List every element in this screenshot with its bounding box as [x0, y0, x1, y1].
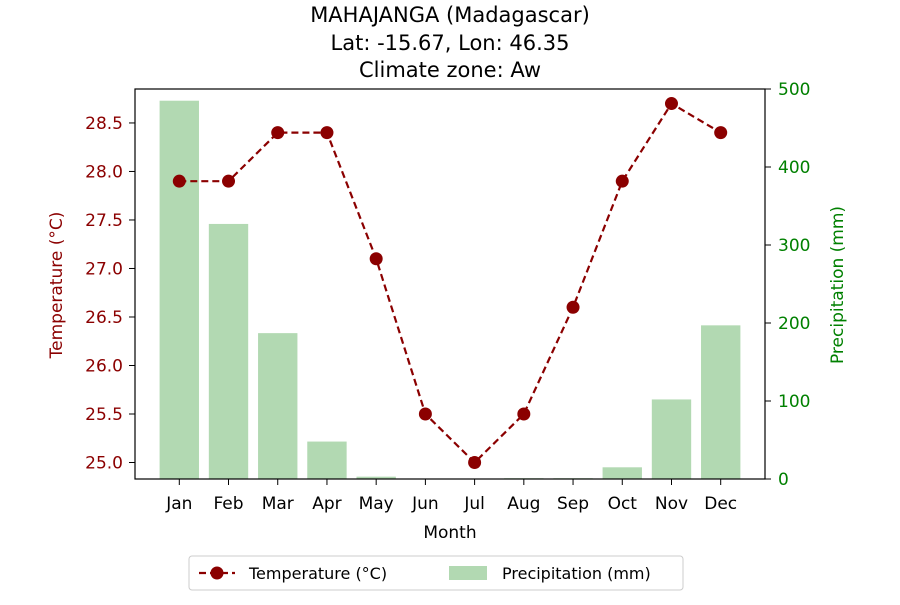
precipitation-bar: [159, 100, 199, 479]
temperature-point: [615, 174, 629, 188]
x-tick-label: Jan: [165, 494, 192, 514]
right-tick-label: 200: [778, 314, 810, 334]
legend-precipitation-swatch: [449, 566, 487, 580]
temperature-point: [468, 456, 482, 470]
left-tick-label: 25.5: [85, 405, 123, 425]
right-tick-label: 300: [778, 236, 810, 256]
temperature-point: [369, 252, 383, 266]
legend-precipitation-label: Precipitation (mm): [502, 564, 651, 583]
y-axis-right-label: Precipitation (mm): [828, 206, 848, 364]
left-tick-label: 28.0: [85, 162, 123, 182]
temperature-point: [222, 174, 236, 188]
precipitation-bar: [701, 325, 741, 479]
x-axis-label: Month: [423, 523, 476, 543]
right-tick-label: 100: [778, 392, 810, 412]
right-tick-label: 500: [778, 80, 810, 100]
temperature-point: [566, 300, 580, 314]
left-tick-label: 26.5: [85, 308, 123, 328]
temperature-point: [714, 126, 728, 140]
legend-temperature-label: Temperature (°C): [248, 564, 387, 583]
left-tick-label: 28.5: [85, 114, 123, 134]
left-tick-label: 27.0: [85, 259, 123, 279]
left-tick-label: 26.0: [85, 356, 123, 376]
x-tick-label: Mar: [262, 494, 294, 514]
title-line-3: Climate zone: Aw: [359, 58, 541, 82]
plot-frame: [134, 88, 766, 480]
precipitation-bar: [258, 333, 298, 479]
x-tick-label: Feb: [213, 494, 243, 514]
x-tick-label: Dec: [704, 494, 737, 514]
right-tick-label: 400: [778, 158, 810, 178]
temperature-point: [271, 126, 285, 140]
x-tick-label: Sep: [557, 494, 589, 514]
temperature-point: [517, 407, 531, 421]
x-tick-label: Oct: [608, 494, 638, 514]
precipitation-bar: [356, 476, 396, 479]
chart-title: MAHAJANGA (Madagascar) Lat: -15.67, Lon:…: [310, 3, 590, 82]
title-line-1: MAHAJANGA (Madagascar): [310, 3, 590, 27]
left-tick-label: 27.5: [85, 211, 123, 231]
left-tick-label: 25.0: [85, 454, 123, 474]
temperature-line: [179, 102, 722, 465]
x-tick-label: Nov: [655, 494, 688, 514]
temperature-point: [664, 97, 678, 111]
right-axis-ticks: 0 100 200 300 400 500: [765, 80, 810, 490]
temperature-line-layer: [172, 97, 728, 470]
chart-legend: Temperature (°C) Precipitation (mm): [188, 555, 684, 591]
temperature-point: [418, 407, 432, 421]
precipitation-bar: [602, 467, 642, 479]
precipitation-bar: [208, 223, 249, 479]
precipitation-bar: [307, 441, 347, 479]
precipitation-bar: [651, 399, 692, 479]
precipitation-bars: [159, 100, 741, 479]
x-tick-label: May: [359, 494, 394, 514]
x-axis-ticks: Jan Feb Mar Apr May Jun Jul Aug Sep Oct Nov Dec: [165, 479, 737, 514]
right-tick-label: 0: [778, 470, 789, 490]
x-tick-label: Aug: [507, 494, 540, 514]
temperature-point: [320, 126, 334, 140]
x-tick-label: Jul: [463, 494, 485, 514]
title-line-2: Lat: -15.67, Lon: 46.35: [331, 31, 570, 55]
legend-frame: [188, 555, 684, 591]
x-tick-label: Apr: [312, 494, 341, 514]
legend-temperature-swatch-marker: [210, 566, 224, 580]
temperature-point: [172, 174, 186, 188]
left-axis-ticks: 25.0 25.5 26.0 26.5 27.0 27.5 28.0 28.5: [85, 114, 135, 474]
y-axis-left-label: Temperature (°C): [47, 212, 67, 360]
x-tick-label: Jun: [411, 494, 439, 514]
